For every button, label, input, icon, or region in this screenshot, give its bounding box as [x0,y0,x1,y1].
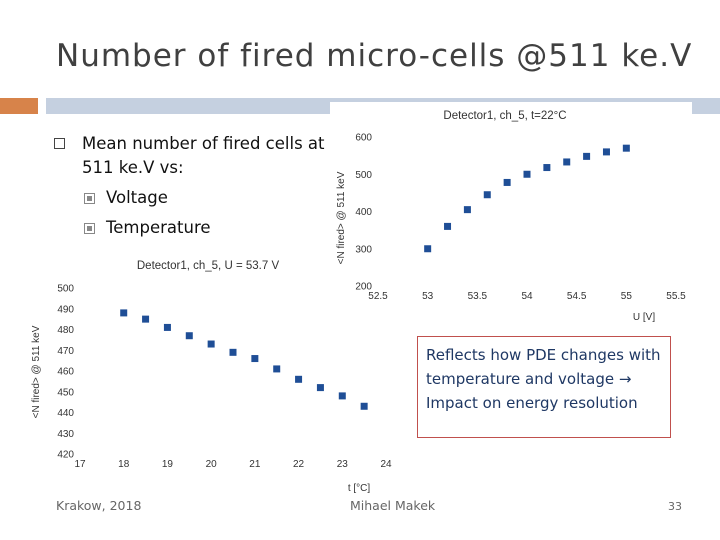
title-accent-bar [0,98,38,114]
data-point [251,355,259,363]
y-tick-label: 480 [57,325,74,336]
callout-box: Reflects how PDE changes with temperatur… [417,336,671,438]
data-point [338,392,346,400]
chart-title: Detector1, ch_5, U = 53.7 V [137,260,280,272]
data-point [483,191,491,199]
x-tick-label: 19 [162,459,174,470]
y-tick-label: 450 [57,387,74,398]
data-point [463,206,471,214]
y-tick-label: 400 [355,207,372,218]
y-tick-label: 420 [57,450,74,461]
chart-xlabel: U [V] [633,312,655,323]
data-point [273,365,281,373]
y-tick-label: 300 [355,244,372,255]
data-point [360,402,368,410]
y-tick-label: 500 [355,170,372,181]
x-tick-label: 22 [293,459,305,470]
data-point [424,245,432,253]
slide-title: Number of fired micro-cells @511 ke.V [56,38,693,74]
chart-background [330,102,692,324]
data-point [583,152,591,160]
data-point [602,148,610,156]
data-point [622,144,630,152]
data-point [163,323,171,331]
filled-square-bullet-icon [84,223,95,234]
data-point [543,164,551,172]
x-tick-label: 55.5 [666,291,686,302]
footer-location: Krakow, 2018 [56,498,142,513]
data-point [229,348,237,356]
chart-ylabel: <N fired> @ 511 keV [336,171,347,264]
temperature-chart: Detector1, ch_5, U = 53.7 V <N fired> @ … [31,260,392,494]
data-point [142,315,150,323]
y-tick-label: 460 [57,367,74,378]
x-tick-label: 23 [337,459,349,470]
x-tick-label: 53.5 [468,291,488,302]
y-tick-label: 600 [355,133,372,144]
chart-xlabel: t [°C] [348,483,371,494]
bullet-main: Mean number of fired cells at 511 ke.V v… [54,132,352,180]
sub-bullet-temperature-text: Temperature [106,218,211,237]
y-tick-label: 430 [57,429,74,440]
data-point [503,178,511,186]
x-tick-label: 52.5 [368,291,388,302]
sub-bullet-voltage: Voltage [54,186,352,210]
y-tick-label: 440 [57,408,74,419]
data-point [207,340,215,348]
x-tick-label: 20 [206,459,218,470]
data-point [523,170,531,178]
y-tick-label: 470 [57,346,74,357]
footer-author: Mihael Makek [350,498,436,513]
sub-bullet-voltage-text: Voltage [106,188,168,207]
x-tick-label: 54 [521,291,533,302]
square-bullet-icon [54,138,65,149]
y-tick-label: 490 [57,304,74,315]
chart-title: Detector1, ch_5, t=22°C [443,110,566,122]
x-tick-label: 21 [249,459,261,470]
y-tick-label: 200 [355,282,372,293]
y-tick-label: 500 [57,284,74,295]
data-point [444,222,452,230]
x-tick-label: 24 [380,459,392,470]
x-tick-label: 53 [422,291,434,302]
x-tick-label: 54.5 [567,291,587,302]
data-point [316,384,324,392]
data-point [563,158,571,166]
chart-ylabel: <N fired> @ 511 keV [31,325,42,418]
page-number: 33 [668,500,682,513]
data-point [120,309,128,317]
data-point [185,332,193,340]
voltage-chart: Detector1, ch_5, t=22°C <N fired> @ 511 … [330,102,692,324]
sub-bullet-temperature: Temperature [54,216,352,240]
bullet-main-text: Mean number of fired cells at 511 ke.V v… [82,134,325,177]
x-tick-label: 17 [74,459,86,470]
data-point [295,375,303,383]
filled-square-bullet-icon [84,193,95,204]
bullet-list: Mean number of fired cells at 511 ke.V v… [54,132,352,240]
x-tick-label: 18 [118,459,130,470]
x-tick-label: 55 [621,291,633,302]
